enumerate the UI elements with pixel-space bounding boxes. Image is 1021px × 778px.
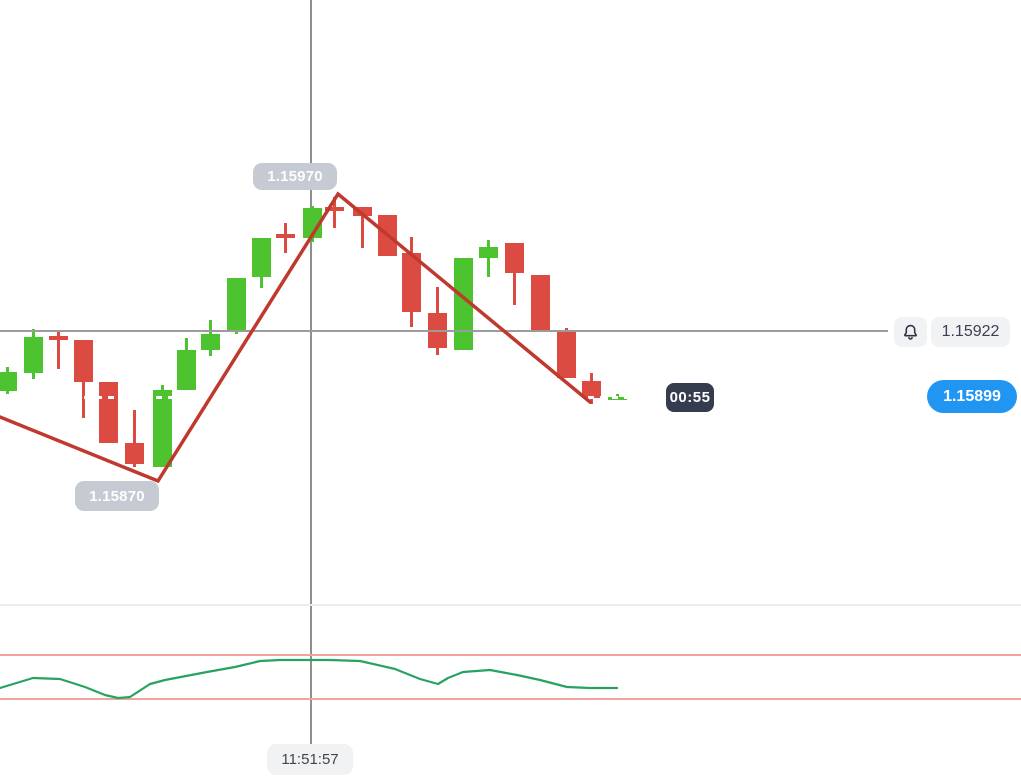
countdown-timer-value: 00:55 [669, 389, 711, 406]
crosshair-time-tooltip: 11:51:57 [267, 744, 353, 775]
alert-price-value: 1.15922 [941, 323, 1000, 340]
candle-body-up [0, 372, 17, 391]
candle-body-down [377, 215, 397, 256]
candle-body-down [556, 332, 576, 378]
current-price-badge: 1.15899 [927, 380, 1017, 413]
candle-body-up [251, 238, 271, 277]
swing-low-price-tooltip: 1.15870 [75, 481, 159, 511]
bell-icon [901, 323, 920, 342]
swing-high-price-value: 1.15970 [267, 168, 323, 185]
candle-body-up [200, 334, 220, 350]
swing-high-price-tooltip: 1.15970 [253, 163, 337, 190]
candle-body-up [152, 390, 172, 467]
candle-body-down [98, 382, 118, 443]
candle-body-down [401, 253, 421, 312]
candle-wick [332, 197, 336, 228]
candle-wick [486, 240, 490, 277]
candle-body-down [48, 336, 68, 340]
candle-body-down [124, 443, 144, 464]
current-price-value: 1.15899 [943, 387, 1001, 405]
current-price-dashed-line [0, 396, 632, 399]
indicator-upper-band-line [0, 654, 1021, 656]
candle-body-down [73, 340, 93, 382]
candle-body-down [324, 207, 344, 211]
candle-body-down [530, 275, 550, 331]
candle-body-up [302, 208, 322, 238]
alert-price-chip[interactable]: 1.15922 [931, 317, 1010, 347]
crosshair-horizontal-line [0, 330, 888, 332]
crosshair-time-value: 11:51:57 [281, 751, 339, 768]
price-alert-bell-button[interactable] [894, 317, 927, 347]
candle-body-up [226, 278, 246, 331]
indicator-panel-separator [0, 604, 1021, 606]
candle-body-down [275, 234, 295, 238]
candle-body-up [176, 350, 196, 390]
candle-body-up [453, 258, 473, 350]
candle-body-up [478, 247, 498, 258]
candle-wick [283, 223, 287, 253]
candle-body-down [504, 243, 524, 273]
candle-body-up [23, 337, 43, 373]
countdown-timer-badge: 00:55 [666, 383, 714, 412]
swing-low-price-value: 1.15870 [89, 487, 145, 505]
candle-body-down [352, 207, 372, 216]
